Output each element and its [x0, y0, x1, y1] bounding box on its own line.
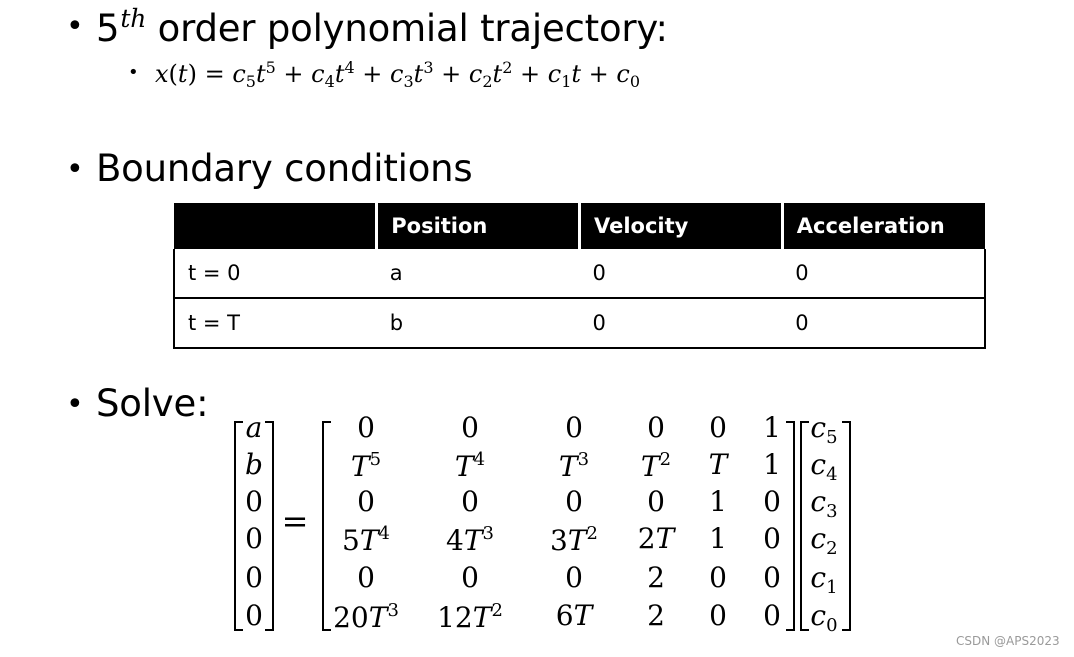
matrix-cell: 3T2 — [550, 523, 598, 557]
matrix-cell: T3 — [558, 449, 590, 483]
lhs-vector-cell: 0 — [245, 599, 263, 632]
equation-term: + c2t2 — [433, 58, 513, 91]
matrix-cell: 1 — [709, 522, 727, 555]
equation-term: + c4t4 — [275, 58, 355, 91]
coefficient-vector-cell: c5 — [810, 411, 838, 448]
matrix-cell: 0 — [763, 599, 781, 632]
table-cell: a — [376, 249, 580, 299]
table-cell: 0 — [782, 298, 986, 349]
matrix-cell: T — [708, 448, 728, 481]
coef-left-bracket — [322, 421, 331, 631]
matrix-cell: 0 — [565, 485, 583, 518]
matrix-cell: 0 — [709, 411, 727, 444]
matrix-cell: T4 — [454, 449, 486, 483]
lhs-vector-cell: a — [245, 411, 263, 444]
matrix-cell: 0 — [565, 561, 583, 594]
coefficient-vector-cell: c3 — [810, 485, 838, 522]
equation-term: c5t5 — [232, 58, 276, 91]
lhs-vector-cell: 0 — [245, 561, 263, 594]
matrix-cell: 0 — [647, 485, 665, 518]
coefficient-vector-cell: c1 — [810, 561, 838, 598]
table-cell: 0 — [579, 249, 783, 299]
table-cell: 0 — [579, 298, 783, 349]
heading-polynomial: 5th order polynomial trajectory: — [96, 6, 668, 47]
table-header-row: Position Velocity Acceleration — [174, 203, 985, 249]
table-row: t = T b 0 0 — [173, 298, 986, 349]
equals-sign: = — [281, 502, 309, 540]
equation-term: + c3t3 — [354, 58, 434, 91]
coefficient-vector-cell: c2 — [810, 522, 838, 559]
bullet-dot: • — [66, 387, 84, 422]
matrix-cell: 0 — [763, 561, 781, 594]
lhs-vector-cell: b — [245, 448, 263, 481]
matrix-cell: 0 — [565, 411, 583, 444]
table-row: t = 0 a 0 0 — [173, 249, 986, 299]
matrix-cell: 4T3 — [446, 523, 494, 557]
matrix-cell: 0 — [763, 485, 781, 518]
matrix-cell: 0 — [763, 522, 781, 555]
watermark: CSDN @APS2023 — [956, 634, 1060, 648]
bullet-dot: • — [66, 9, 84, 44]
lhs-vector-cell: 0 — [245, 522, 263, 555]
boundary-conditions-table: Position Velocity Acceleration t = 0 a 0… — [173, 203, 986, 349]
heading-superscript: th — [120, 4, 147, 33]
matrix-cell: 20T3 — [333, 600, 399, 634]
matrix-cell: 2 — [647, 561, 665, 594]
matrix-cell: 0 — [461, 561, 479, 594]
coef-right-bracket — [786, 421, 795, 631]
matrix-cell: 2T — [637, 522, 675, 555]
table-cell: t = T — [173, 298, 377, 349]
table-header-cell — [174, 203, 377, 249]
matrix-cell: 1 — [763, 411, 781, 444]
lhs-left-bracket — [234, 421, 243, 631]
table-cell: t = 0 — [173, 249, 377, 299]
table-cell: 0 — [782, 249, 986, 299]
polynomial-equation: x(t) = c5t5 + c4t4 + c3t3 + c2t2 + c1t +… — [155, 58, 640, 91]
matrix-cell: T5 — [350, 449, 382, 483]
equation-lhs: x(t) = — [155, 60, 233, 88]
matrix-cell: 6T — [555, 599, 593, 632]
table-cell: b — [376, 298, 580, 349]
matrix-cell: 0 — [357, 561, 375, 594]
heading-boundary: Boundary conditions — [96, 147, 473, 190]
lhs-vector-cell: 0 — [245, 485, 263, 518]
matrix-cell: 0 — [357, 411, 375, 444]
heading-number: 5 — [96, 7, 120, 50]
rhs-left-bracket — [800, 421, 809, 631]
lhs-right-bracket — [265, 421, 274, 631]
coefficient-vector-cell: c0 — [810, 599, 838, 636]
rhs-right-bracket — [842, 421, 851, 631]
matrix-cell: 0 — [709, 561, 727, 594]
matrix-cell: T2 — [640, 449, 672, 483]
matrix-cell: 0 — [709, 599, 727, 632]
table-header-cell: Acceleration — [780, 203, 985, 249]
bullet-dot: • — [66, 152, 84, 187]
coefficient-vector-cell: c4 — [810, 448, 838, 485]
matrix-cell: 2 — [647, 599, 665, 632]
matrix-cell: 1 — [763, 448, 781, 481]
table-header-cell: Velocity — [578, 203, 783, 249]
matrix-cell: 0 — [461, 485, 479, 518]
matrix-cell: 12T2 — [437, 600, 503, 634]
heading-solve: Solve: — [96, 382, 209, 425]
equation-term: + c1t — [512, 60, 582, 91]
heading-text: order polynomial trajectory: — [146, 7, 668, 50]
equation-term: + c0 — [581, 60, 641, 91]
sub-bullet-dot: • — [128, 62, 139, 83]
matrix-cell: 5T4 — [342, 523, 390, 557]
matrix-cell: 0 — [357, 485, 375, 518]
table-header-cell: Position — [375, 203, 580, 249]
matrix-cell: 0 — [647, 411, 665, 444]
matrix-cell: 0 — [461, 411, 479, 444]
matrix-cell: 1 — [709, 485, 727, 518]
